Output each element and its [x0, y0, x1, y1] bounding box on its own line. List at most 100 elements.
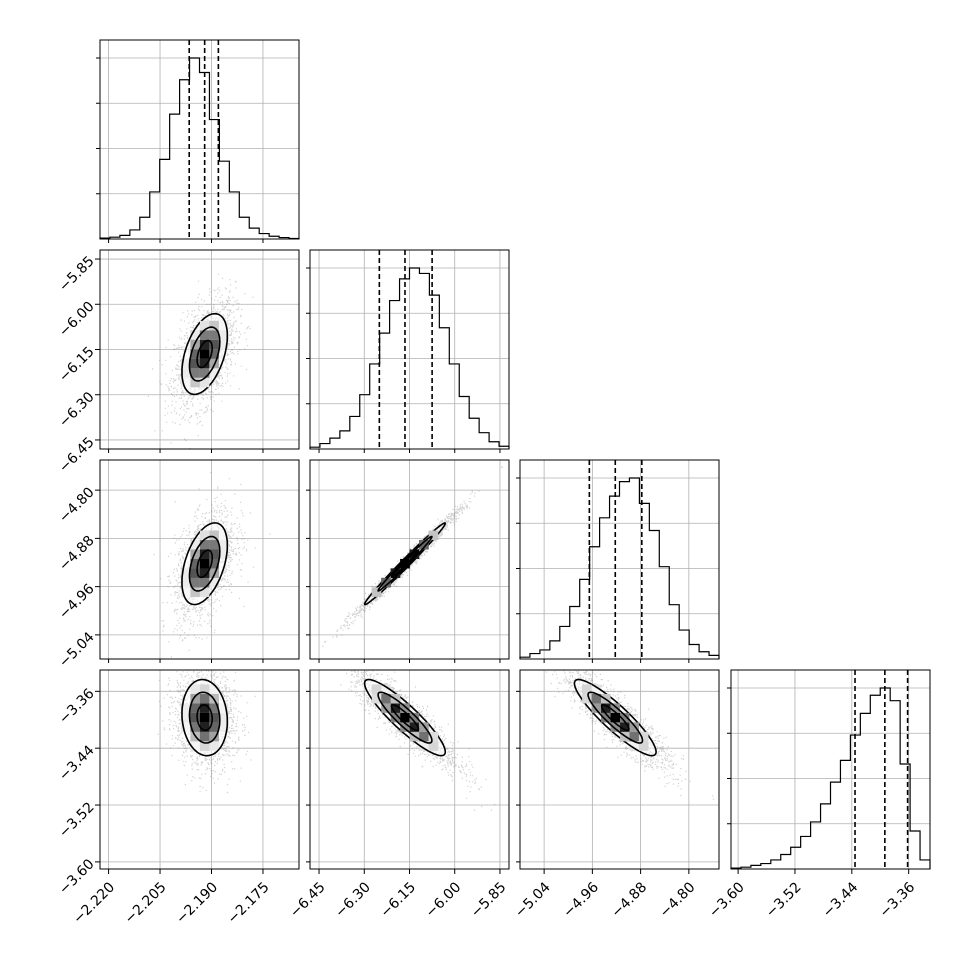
density-cell-core [591, 703, 602, 713]
contour-inner-0 [390, 549, 420, 579]
x-tick-label: −6.30 [332, 879, 374, 921]
density-cell-core [381, 693, 391, 704]
density-cell-core [610, 703, 621, 713]
density-cell-core [209, 530, 219, 541]
density-cell-core [190, 703, 200, 713]
density-cell-core [199, 568, 210, 578]
y-tick-label: −4.96 [56, 581, 98, 623]
pair-panel-2-0 [99, 459, 300, 660]
density-cell-core [190, 349, 200, 359]
density-cell-core [199, 684, 210, 694]
density-cell-core [620, 712, 630, 723]
panel-frame [99, 39, 300, 240]
y-tick-label: −6.15 [56, 344, 98, 386]
histogram-step-1 [309, 267, 510, 449]
density-cell-core [199, 731, 210, 742]
density-cell-core [209, 722, 219, 732]
density-cell-core [199, 722, 210, 732]
density-cell-core [199, 377, 210, 388]
contour-inner-0 [196, 339, 213, 369]
y-tick-label: −3.44 [56, 742, 98, 784]
x-tick-label: −6.15 [377, 879, 419, 921]
density-cell-core [428, 741, 439, 751]
density-cell-core [419, 731, 429, 742]
y-tick-label: −4.88 [56, 533, 98, 575]
density-cell-core [199, 712, 210, 723]
density-cell-core [629, 731, 639, 742]
density-cell-core [199, 577, 210, 588]
density-cell-core [199, 358, 210, 369]
density-cell-core [209, 712, 219, 723]
density-cell-core [591, 693, 602, 704]
density-cell-core [428, 731, 439, 742]
density-cell-core [390, 712, 401, 723]
density-cell-core [409, 712, 420, 723]
panel-frame [99, 459, 300, 660]
density-cell-core [209, 540, 219, 550]
x-tick-label: −3.44 [820, 879, 862, 921]
pair-panel-3-0 [99, 669, 300, 870]
density-cell-core [610, 722, 621, 732]
density-cell-core [620, 722, 630, 732]
x-tick-label: −2.175 [225, 879, 273, 927]
histogram-step-0 [99, 57, 300, 240]
density-cell-core [190, 558, 200, 569]
density-cell-core [199, 741, 210, 751]
contour-inner-1 [587, 691, 644, 744]
contour-inner-1 [188, 535, 221, 592]
x-axis-3: −3.60 −3.52 −3.44 −3.36 [706, 869, 918, 921]
histogram-step-3 [730, 687, 931, 869]
panel-frame [519, 669, 720, 870]
density-cell-core [610, 712, 621, 723]
density-cell-core [199, 368, 210, 378]
density-cell-core [199, 703, 210, 713]
density-cell-core [209, 558, 219, 569]
density-cell-core [199, 693, 210, 704]
y-tick-label: −3.52 [56, 799, 98, 841]
x-tick-label: −2.205 [122, 879, 170, 927]
x-axis-0: −2.220 −2.205 −2.190 −2.175 [70, 869, 273, 927]
density-cell-core [638, 741, 649, 751]
contour-inner-1 [188, 326, 221, 382]
pair-panel-content [310, 670, 509, 869]
hist-panel-1 [306, 249, 510, 450]
density-cell-core [400, 703, 410, 713]
x-tick-label: −3.60 [706, 879, 748, 921]
panel-frame [730, 669, 931, 870]
density-cell-core [209, 339, 219, 350]
contour-inner-0 [196, 704, 213, 732]
density-cell-core [199, 587, 210, 597]
density-cell-core [209, 703, 219, 713]
pair-panel-content [310, 460, 509, 659]
pair-panel-3-1 [309, 669, 510, 870]
hist-panel-3 [727, 669, 931, 870]
density-cell-core [209, 549, 219, 559]
density-cell-core [400, 722, 410, 732]
density-cell-core [199, 330, 210, 340]
y-axis-3: −3.60 −3.52 −3.44 −3.36 [56, 686, 100, 898]
density-cell-core [419, 540, 429, 550]
x-tick-label: −3.36 [877, 879, 919, 921]
x-axis-1: −6.45 −6.30 −6.15 −6.00 −5.85 [287, 869, 510, 921]
x-tick-label: −5.04 [512, 879, 554, 921]
x-tick-label: −3.52 [763, 879, 805, 921]
y-tick-label: −6.30 [56, 389, 98, 431]
x-tick-label: −5.85 [468, 879, 510, 921]
panel-frame [99, 669, 300, 870]
hist-panel-0 [96, 39, 300, 240]
pair-panel-content [100, 250, 299, 449]
panel-frame [519, 459, 720, 660]
y-axis-2: −5.04 −4.96 −4.88 −4.80 [56, 484, 100, 671]
density-cell-core [390, 703, 401, 713]
density-cell-core [381, 577, 391, 588]
contour-inner-0 [196, 549, 213, 579]
density-cell-core [199, 540, 210, 550]
pair-panel-1-0 [99, 249, 300, 450]
density-cell-core [199, 549, 210, 559]
density-cell-core [190, 712, 200, 723]
y-tick-label: −4.80 [56, 484, 98, 526]
contour-inner-1 [377, 535, 433, 592]
density-cell-core [601, 712, 611, 723]
density-cell-core [190, 577, 200, 588]
